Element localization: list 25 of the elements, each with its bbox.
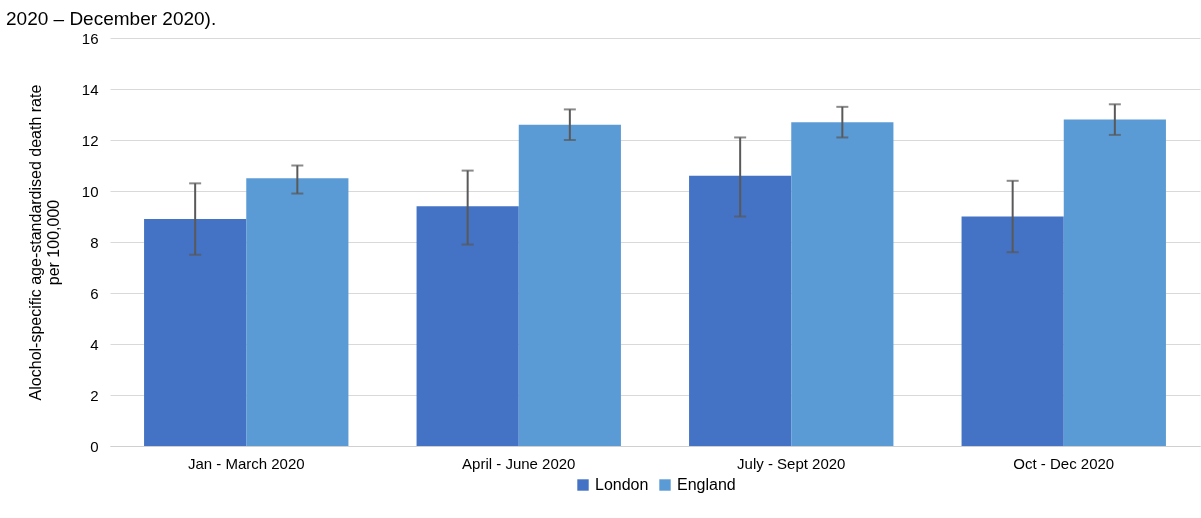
bar — [518, 124, 621, 446]
y-tick-label: 14 — [81, 80, 99, 98]
bar — [416, 206, 519, 446]
x-tick-label: Jan - March 2020 — [187, 454, 305, 472]
y-tick-label: 10 — [81, 182, 99, 200]
bar — [791, 122, 894, 446]
y-tick-label: 4 — [90, 335, 99, 353]
y-tick-label: 12 — [81, 131, 99, 149]
x-tick-label: Oct - Dec 2020 — [1013, 454, 1115, 472]
x-tick-label: April - June 2020 — [462, 454, 576, 472]
bar — [961, 216, 1064, 446]
x-tick-label: July - Sept 2020 — [737, 454, 846, 472]
bar — [689, 175, 792, 446]
bar — [144, 219, 247, 446]
chart-title: 2020 – December 2020). — [6, 8, 217, 29]
legend-label: England — [677, 476, 736, 493]
y-tick-label: 16 — [81, 29, 99, 47]
bar — [1063, 119, 1166, 446]
bar — [246, 178, 349, 446]
y-tick-label: 2 — [90, 386, 99, 404]
legend-label: London — [595, 476, 649, 493]
y-tick-label: 8 — [90, 233, 99, 251]
y-tick-label: 6 — [90, 284, 99, 302]
y-tick-label: 0 — [90, 437, 99, 455]
y-axis-title: Alochol-specific age-standardised death rate per 100,000 — [26, 84, 62, 401]
